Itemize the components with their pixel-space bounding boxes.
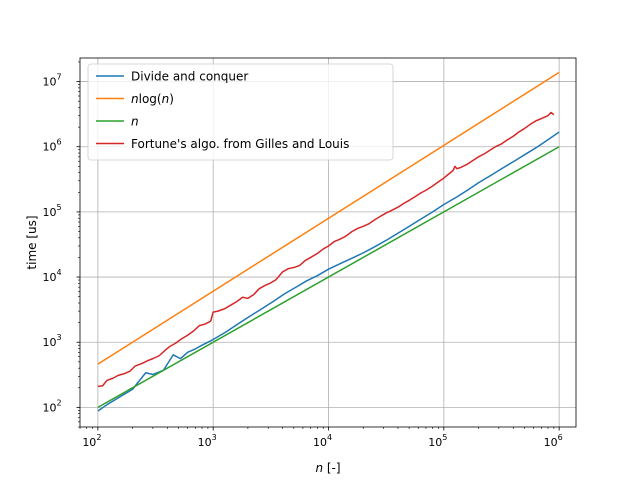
legend: Divide and conquer nlog(n) n Fortune's algo… (87, 63, 394, 161)
series-line-2 (97, 146, 560, 409)
legend-entry: nlog(n) (131, 92, 174, 106)
x-tick-label: 106 (544, 433, 563, 449)
y-tick-label: 104 (42, 268, 61, 284)
x-tick-label: 104 (313, 433, 332, 449)
legend-entry: Divide and conquer (131, 70, 248, 84)
y-tick-label: 103 (42, 333, 61, 349)
x-axis-label: n [-] (315, 461, 340, 475)
series-line-3 (97, 111, 555, 388)
legend-entry: Fortune's algo. from Gilles and Louis (131, 137, 349, 151)
x-tick-label: 105 (428, 433, 447, 449)
y-tick-label: 107 (42, 73, 61, 89)
series-line-0 (97, 131, 560, 412)
ticks: 102 103 104 105 106 102 103 104 105 106 107 (42, 61, 563, 449)
series-line-1 (97, 71, 560, 365)
legend-frame (87, 63, 394, 161)
series-layer (97, 71, 560, 412)
y-tick-label: 105 (42, 203, 61, 219)
y-tick-label: 106 (42, 138, 61, 154)
y-tick-label: 102 (42, 398, 61, 414)
x-tick-label: 102 (82, 433, 101, 449)
y-axis-label: time [us] (25, 215, 39, 269)
legend-entry: n (131, 115, 139, 129)
x-tick-label: 103 (198, 433, 217, 449)
plot-frame (79, 57, 577, 428)
